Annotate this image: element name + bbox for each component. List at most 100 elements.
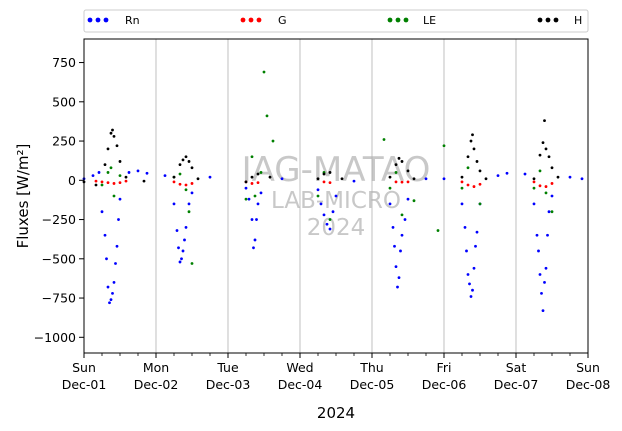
data-point-LE — [250, 155, 254, 159]
data-point-LE — [400, 213, 404, 217]
legend-label-G: G — [278, 14, 287, 27]
data-point-Rn — [114, 262, 117, 265]
x-tick-label-day: Sun — [72, 360, 96, 375]
data-point-LE — [187, 210, 191, 214]
legend-label-Rn: Rn — [125, 14, 140, 27]
x-tick-label-date: Dec-07 — [494, 377, 539, 392]
data-point-H — [388, 175, 392, 179]
legend-marker-G — [256, 17, 262, 23]
data-point-H — [556, 175, 560, 179]
data-point-LE — [118, 174, 122, 177]
y-tick-label: −1000 — [34, 330, 76, 345]
data-point-Rn — [568, 175, 572, 179]
legend-label-H: H — [574, 14, 582, 27]
data-point-Rn — [100, 210, 104, 214]
data-point-LE — [388, 186, 392, 190]
data-point-Rn — [244, 186, 248, 190]
data-point-LE — [109, 166, 113, 170]
legend-marker-H — [537, 17, 543, 23]
data-point-LE — [244, 197, 248, 201]
data-point-Rn — [253, 238, 257, 242]
data-point-Rn — [108, 301, 111, 305]
data-point-H — [397, 156, 401, 160]
data-point-Rn — [184, 226, 188, 229]
x-tick-label-date: Dec-08 — [566, 377, 611, 392]
data-point-Rn — [469, 295, 473, 298]
data-point-Rn — [388, 202, 392, 206]
data-point-Rn — [163, 174, 167, 177]
data-point-Rn — [172, 202, 176, 206]
data-point-Rn — [325, 222, 329, 226]
data-point-H — [187, 160, 191, 163]
data-point-Rn — [255, 218, 258, 221]
y-tick-label: 500 — [52, 94, 76, 109]
data-point-H — [106, 147, 110, 151]
data-point-Rn — [580, 177, 584, 181]
data-point-H — [544, 147, 548, 151]
data-point-LE — [532, 186, 536, 190]
data-point-Rn — [474, 244, 477, 248]
data-point-Rn — [106, 285, 110, 289]
data-point-Rn — [190, 191, 194, 195]
data-point-Rn — [256, 202, 260, 206]
data-point-H — [190, 166, 194, 170]
data-point-LE — [550, 210, 554, 214]
data-point-G — [466, 183, 470, 187]
y-tick-label: −500 — [42, 251, 76, 266]
data-point-H — [184, 155, 188, 159]
data-point-Rn — [547, 210, 551, 214]
data-point-LE — [436, 229, 440, 232]
y-tick-label: 750 — [52, 55, 76, 70]
data-point-H — [547, 155, 551, 159]
data-point-H — [550, 166, 554, 170]
legend-marker-G — [240, 17, 246, 23]
data-point-H — [543, 119, 546, 123]
data-point-LE — [112, 194, 116, 198]
data-point-Rn — [468, 282, 471, 286]
data-series — [82, 70, 584, 313]
data-point-H — [478, 169, 482, 173]
data-point-H — [118, 160, 122, 163]
data-point-Rn — [535, 233, 539, 237]
data-point-Rn — [472, 266, 476, 270]
data-point-H — [94, 183, 98, 187]
data-point-H — [475, 160, 479, 163]
data-point-G — [538, 184, 542, 188]
data-point-Rn — [537, 249, 540, 253]
x-tick-label-day: Tue — [216, 360, 239, 375]
data-point-Rn — [177, 246, 180, 250]
data-point-Rn — [544, 266, 548, 270]
watermark: IAG-MATAO LAB-MICRO 2024 — [242, 150, 431, 241]
data-point-G — [184, 183, 188, 187]
data-point-Rn — [252, 246, 255, 250]
legend-marker-Rn — [103, 17, 109, 23]
data-point-H — [111, 128, 114, 132]
data-point-LE — [253, 194, 257, 198]
y-tick-label: 0 — [68, 173, 76, 188]
data-point-Rn — [538, 273, 542, 276]
data-point-LE — [478, 202, 482, 206]
data-point-H — [256, 172, 260, 176]
data-point-H — [484, 177, 488, 181]
data-point-H — [532, 177, 536, 181]
data-point-Rn — [403, 218, 407, 221]
data-point-Rn — [465, 249, 468, 253]
legend: Rn G LE H — [87, 14, 582, 27]
data-point-H — [541, 141, 545, 145]
data-point-Rn — [331, 210, 335, 214]
data-point-G — [400, 180, 404, 184]
data-point-H — [469, 139, 473, 143]
data-point-Rn — [523, 172, 527, 176]
data-point-H — [394, 163, 398, 167]
x-tick-label-day: Wed — [286, 360, 313, 375]
data-point-Rn — [117, 218, 120, 221]
data-point-G — [328, 181, 332, 185]
series-H — [82, 119, 560, 187]
data-point-Rn — [180, 257, 183, 261]
data-point-G — [94, 179, 98, 183]
x-axis: Sun Dec-01 Mon Dec-02 Tue Dec-03 Wed Dec-04 Thu D… — [62, 353, 611, 392]
data-point-LE — [544, 191, 548, 195]
data-point-LE — [394, 171, 398, 174]
data-point-LE — [538, 169, 542, 173]
